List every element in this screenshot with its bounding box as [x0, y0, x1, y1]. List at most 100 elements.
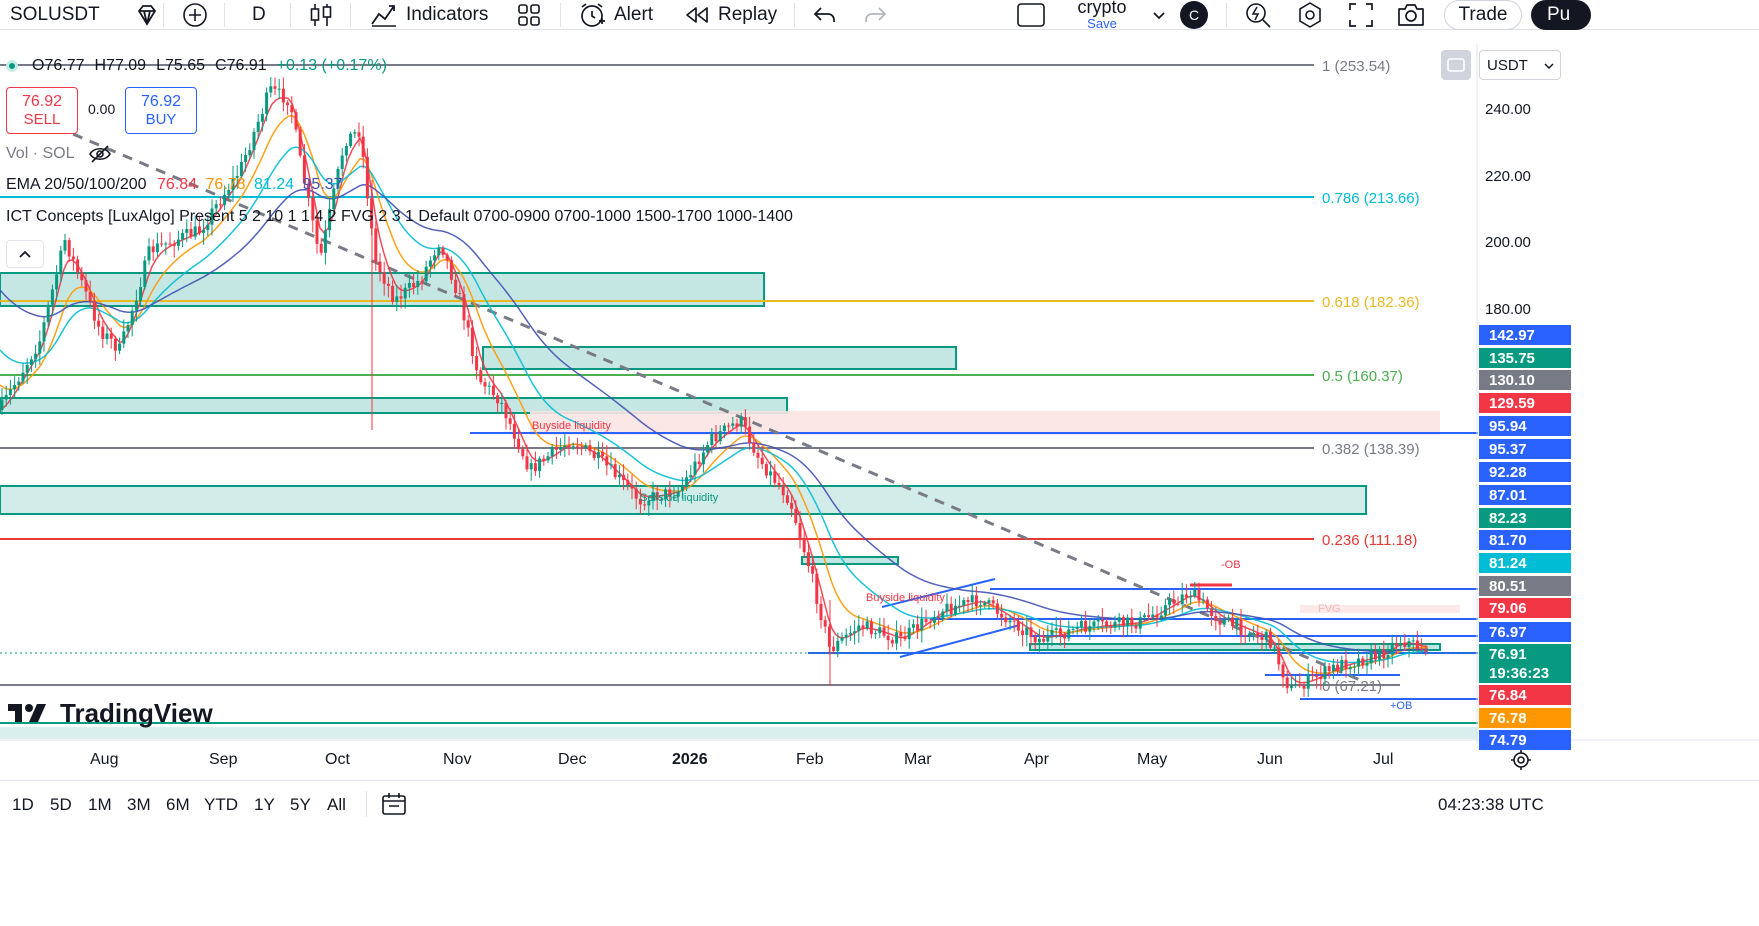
- candle-body: [286, 102, 290, 106]
- fullscreen-icon[interactable]: [1348, 0, 1374, 30]
- interval-button[interactable]: D: [252, 0, 266, 30]
- candle-body: [1197, 589, 1201, 601]
- fvg-zone: [530, 411, 1440, 435]
- quick-search-bolt-icon[interactable]: [1244, 0, 1272, 30]
- candle-body: [454, 279, 458, 294]
- range-3m[interactable]: 3M: [127, 795, 151, 814]
- price-tag: 95.37: [1479, 439, 1571, 459]
- price-tag: 19:36:23: [1479, 663, 1571, 683]
- candle-body: [466, 320, 470, 328]
- candle-body: [1092, 621, 1096, 627]
- candle-body: [428, 260, 432, 267]
- dashed-trendline: [39, 118, 1361, 682]
- layout-square-icon[interactable]: [1016, 0, 1046, 30]
- candle-body: [218, 204, 222, 206]
- hidden-eye-icon[interactable]: [88, 144, 112, 164]
- price-tag: 81.24: [1479, 553, 1571, 573]
- candle-body: [1134, 625, 1138, 629]
- ema50-value: 76.78: [205, 176, 246, 193]
- range-1m[interactable]: 1M: [88, 795, 112, 814]
- compare-add-icon[interactable]: [182, 0, 208, 30]
- range-6m[interactable]: 6M: [166, 795, 190, 814]
- candle-body: [1285, 677, 1289, 689]
- alert-button[interactable]: Alert: [578, 0, 653, 30]
- candle-body: [949, 603, 953, 615]
- ict-concepts-legend[interactable]: ICT Concepts [LuxAlgo] Present 5 2 10 1 …: [6, 208, 793, 226]
- candle-body: [1138, 617, 1142, 629]
- go-to-date-calendar-icon[interactable]: [381, 791, 407, 822]
- layout-name-button[interactable]: crypto Save: [1070, 0, 1134, 30]
- candle-body: [34, 353, 38, 360]
- order-block-zone: [1029, 643, 1441, 651]
- candle-body: [575, 446, 579, 449]
- currency-selector[interactable]: USDT: [1479, 50, 1561, 80]
- candle-body: [584, 445, 588, 449]
- ema100-value: 81.24: [254, 176, 295, 193]
- candle-body: [785, 495, 789, 503]
- layout-chevron-down-icon[interactable]: [1151, 0, 1167, 30]
- range-5d[interactable]: 5D: [50, 795, 72, 814]
- sell-button[interactable]: 76.92 SELL: [6, 87, 78, 134]
- candle-body: [773, 471, 777, 483]
- range-1d[interactable]: 1D: [12, 795, 34, 814]
- order-block-zone: [0, 397, 788, 414]
- candle-body: [609, 464, 613, 466]
- candle-body: [500, 402, 504, 404]
- range-1y[interactable]: 1Y: [254, 795, 275, 814]
- candle-body: [151, 246, 155, 253]
- status-dot: [6, 60, 18, 72]
- candle-body: [1348, 667, 1352, 670]
- undo-icon[interactable]: [812, 0, 838, 30]
- candle-body: [781, 485, 785, 496]
- candle-body: [105, 333, 109, 339]
- indicators-button[interactable]: Indicators: [370, 0, 488, 30]
- candle-body: [655, 492, 659, 501]
- panel-below: [0, 828, 1759, 926]
- chevron-up-icon: [19, 250, 31, 258]
- publish-button[interactable]: Pu: [1531, 0, 1591, 30]
- range-ytd[interactable]: YTD: [204, 795, 238, 814]
- candle-body: [248, 150, 252, 156]
- candle-body: [1323, 666, 1327, 680]
- candle-body: [1231, 617, 1235, 627]
- candle-body: [907, 627, 911, 640]
- candle-body: [46, 304, 50, 323]
- candle-body: [130, 310, 134, 326]
- trade-label: Trade: [1458, 4, 1508, 25]
- candle-body: [1008, 620, 1012, 623]
- volume-legend[interactable]: Vol · SOL: [6, 144, 112, 164]
- templates-grid-icon[interactable]: [516, 0, 542, 30]
- candle-body: [1411, 640, 1415, 642]
- order-block-zone: [801, 556, 899, 565]
- buy-button[interactable]: 76.92 BUY: [125, 87, 197, 134]
- candle-body: [1218, 621, 1222, 625]
- chart-settings-gear-icon[interactable]: [1510, 749, 1532, 776]
- watchlist-gem-icon[interactable]: [134, 0, 160, 30]
- range-5y[interactable]: 5Y: [290, 795, 311, 814]
- candles-chart-type-icon[interactable]: [309, 0, 333, 30]
- time-tick: Feb: [796, 751, 824, 768]
- candle-body: [323, 230, 327, 253]
- settings-gear-icon[interactable]: [1296, 0, 1324, 30]
- range-all[interactable]: All: [327, 795, 346, 814]
- symbol-search[interactable]: SOLUSDT: [10, 0, 100, 30]
- trade-button[interactable]: Trade: [1444, 0, 1522, 30]
- collapse-legend-button[interactable]: [6, 240, 44, 268]
- tradingview-logo[interactable]: TradingView: [8, 696, 213, 730]
- replay-button[interactable]: Replay: [684, 0, 777, 30]
- utc-clock[interactable]: 04:23:38 UTC: [1438, 795, 1544, 814]
- candle-body: [76, 259, 80, 273]
- redo-icon[interactable]: [862, 0, 888, 30]
- candle-body: [1109, 626, 1113, 628]
- auto-scale-button[interactable]: [1441, 50, 1471, 80]
- candle-body: [529, 463, 533, 470]
- avatar[interactable]: C: [1180, 1, 1208, 29]
- candle-body: [172, 243, 176, 246]
- price-chart[interactable]: 1 (253.54) 0.786 (213.66) 0.618 (182.36) 0.…: [0, 44, 1759, 744]
- snapshot-camera-icon[interactable]: [1396, 0, 1426, 30]
- candle-body: [874, 633, 878, 635]
- candle-body: [475, 355, 479, 371]
- candle-body: [1403, 643, 1407, 647]
- ema-legend[interactable]: EMA 20/50/100/200 76.84 76.78 81.24 95.3…: [6, 176, 343, 194]
- chart-annotation: FVG: [1318, 603, 1341, 615]
